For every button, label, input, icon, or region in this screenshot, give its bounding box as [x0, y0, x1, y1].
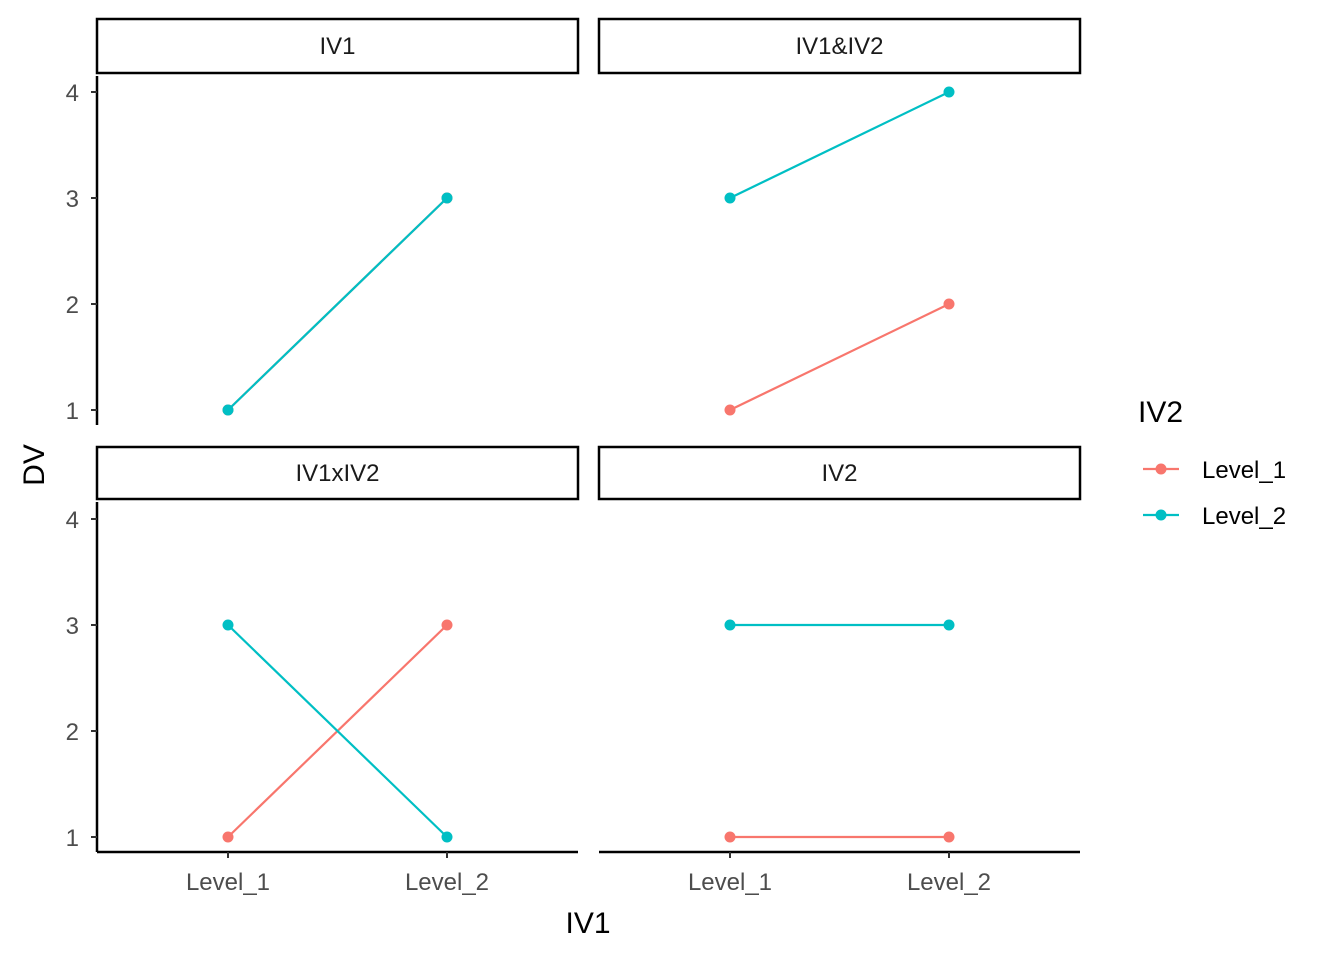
legend: IV2 Level_1 Level_2	[1138, 396, 1286, 530]
data-point-level-2	[943, 619, 955, 631]
data-point-level-2	[441, 831, 453, 843]
strip-label: IV1&IV2	[795, 33, 883, 60]
data-point-level-2	[724, 192, 736, 204]
legend-label-level-1: Level_1	[1202, 457, 1286, 484]
strip-box	[597, 17, 1082, 75]
panel-2: IV1xIV2 1 2 3 4 Level_1 Level_2	[66, 445, 580, 896]
strip-box	[597, 445, 1082, 501]
y-axis-title: DV	[18, 444, 51, 486]
strip-box	[95, 445, 580, 501]
x-tick-label: Level_1	[186, 869, 270, 896]
x-tick-label: Level_2	[405, 869, 489, 896]
data-point-level-2	[943, 86, 955, 98]
legend-label-level-2: Level_2	[1202, 503, 1286, 530]
y-tick-label: 1	[66, 398, 79, 425]
y-tick-label: 3	[66, 613, 79, 640]
x-tick-label: Level_2	[907, 869, 991, 896]
panel-1: IV1&IV2	[597, 17, 1082, 416]
series-line-level-2	[227, 624, 448, 838]
strip-box	[95, 17, 580, 75]
data-point-level-1	[724, 831, 736, 843]
y-tick-label: 2	[66, 292, 79, 319]
y-tick-label: 4	[66, 507, 79, 534]
data-point-level-1	[943, 831, 955, 843]
panel-0: IV1 1 2 3 4	[66, 17, 580, 425]
legend-key-point-level-1	[1155, 463, 1167, 475]
data-point-level-2	[441, 192, 453, 204]
x-tick-label: Level_1	[688, 869, 772, 896]
legend-key-point-level-2	[1155, 509, 1167, 521]
data-point-level-2	[222, 404, 234, 416]
strip-label: IV2	[821, 460, 857, 487]
data-point-level-2	[222, 619, 234, 631]
y-tick-label: 2	[66, 719, 79, 746]
y-tick-label: 4	[66, 80, 79, 107]
series-line-level-1	[729, 303, 950, 411]
data-point-level-1	[943, 298, 955, 310]
x-axis-title: IV1	[565, 907, 610, 940]
data-point-level-1	[441, 619, 453, 631]
legend-title: IV2	[1138, 396, 1183, 429]
y-tick-label: 1	[66, 825, 79, 852]
series-line-level-2	[227, 197, 448, 411]
data-point-level-1	[724, 404, 736, 416]
strip-label: IV1	[319, 33, 355, 60]
data-point-level-1	[222, 831, 234, 843]
panel-3: IV2 Level_1 Level_2	[597, 445, 1082, 896]
data-point-level-2	[724, 619, 736, 631]
strip-label: IV1xIV2	[295, 460, 379, 487]
series-line-level-2	[729, 91, 950, 199]
y-tick-label: 3	[66, 186, 79, 213]
